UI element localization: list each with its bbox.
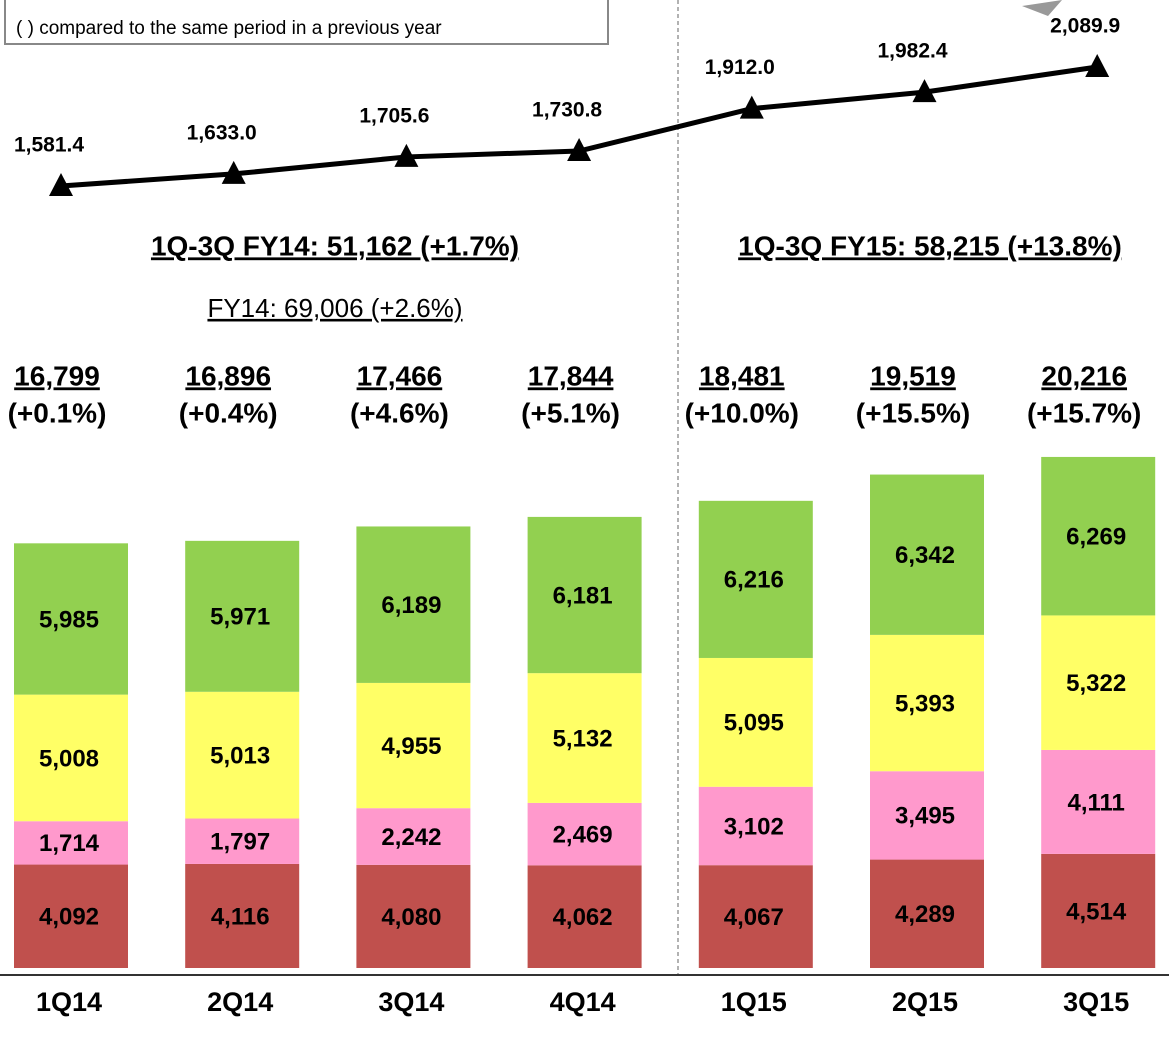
bar-segment [356, 864, 471, 968]
bar-segment [870, 634, 984, 772]
data-label: 2,469 [553, 821, 613, 848]
bar-segment [185, 540, 300, 692]
line-label: 2,089.9 [1050, 15, 1120, 38]
data-label: 4,067 [724, 904, 784, 931]
change-label: (+5.1%) [521, 397, 620, 428]
change-label: (+10.0%) [685, 397, 799, 428]
data-label: 4,116 [211, 903, 270, 930]
x-tick-label: 1Q14 [36, 987, 102, 1017]
bar-segment [698, 865, 813, 968]
bar-segment [356, 526, 471, 683]
total-label: 20,216 [1041, 360, 1127, 391]
data-label: 3,495 [895, 803, 955, 830]
bar-segment [527, 865, 642, 968]
data-label: 4,062 [553, 904, 613, 931]
bar-segment [870, 859, 984, 968]
bar-segment [1041, 615, 1156, 750]
note: ( ) compared to the same period in a pre… [16, 18, 442, 39]
data-label: 5,393 [895, 690, 955, 717]
data-label: 5,132 [553, 725, 613, 752]
change-label: (+15.5%) [856, 397, 970, 428]
bar-segment [527, 516, 642, 674]
data-label: 4,289 [895, 901, 955, 928]
bar-segment [527, 802, 642, 866]
line-marker [394, 143, 419, 167]
data-label: 4,514 [1066, 898, 1127, 925]
period-fy15: 1Q-3Q FY15: 58,215 (+13.8%) [738, 230, 1122, 261]
total-label: 16,896 [185, 360, 271, 391]
data-label: 4,092 [39, 904, 99, 931]
bar-segment [1041, 749, 1156, 854]
bar-segment [698, 657, 813, 787]
bar-segment [14, 821, 128, 865]
data-label: 1,797 [210, 829, 270, 856]
bar-segment [185, 863, 300, 968]
bar-segment [870, 474, 984, 635]
data-label: 5,013 [210, 742, 270, 769]
total-label: 17,466 [357, 360, 443, 391]
bar-segment [1041, 853, 1156, 968]
x-tick-label: 3Q15 [1063, 987, 1129, 1017]
bar-segment [527, 673, 642, 803]
x-tick-label: 2Q14 [207, 987, 273, 1017]
period-fy14: 1Q-3Q FY14: 51,162 (+1.7%) [151, 230, 519, 261]
line-label: 1,730.8 [532, 99, 602, 122]
bar-segment [698, 500, 813, 658]
bar-segment [870, 771, 984, 860]
full-fy14: FY14: 69,006 (+2.6%) [207, 293, 462, 323]
data-label: 5,095 [724, 710, 784, 737]
bar-segment [14, 864, 128, 968]
total-label: 18,481 [699, 360, 785, 391]
data-label: 1,714 [39, 830, 100, 857]
bar-segment [1041, 456, 1156, 616]
data-label: 4,955 [381, 733, 441, 760]
bar-segment [14, 543, 128, 695]
data-label: 2,242 [381, 824, 441, 851]
bar-segment [185, 818, 300, 864]
data-label: 6,342 [895, 542, 955, 569]
x-tick-label: 3Q14 [378, 987, 444, 1017]
callout-arrow [1022, 0, 1062, 16]
data-label: 3,102 [724, 813, 784, 840]
bar-segment [698, 786, 813, 866]
x-tick-label: 1Q15 [721, 987, 787, 1017]
data-label: 4,111 [1067, 789, 1124, 816]
bar-segment [356, 808, 471, 865]
line-marker [739, 95, 764, 119]
bar-segment [356, 682, 471, 809]
change-label: (+15.7%) [1027, 397, 1141, 428]
x-tick-label: 4Q14 [550, 987, 616, 1017]
change-label: (+0.1%) [8, 397, 107, 428]
data-label: 4,080 [381, 904, 441, 931]
line-label: 1,912.0 [705, 56, 775, 79]
note-box [4, 0, 609, 45]
total-label: 16,799 [14, 360, 100, 391]
line-marker [49, 173, 73, 196]
data-label: 5,971 [210, 604, 270, 631]
data-label: 5,322 [1066, 670, 1126, 697]
line-label: 1,982.4 [877, 40, 947, 63]
line-label: 1,633.0 [187, 121, 257, 144]
line-marker [1085, 54, 1110, 77]
line-marker [567, 138, 592, 162]
line-label: 1,581.4 [14, 134, 84, 157]
data-label: 6,189 [381, 592, 441, 619]
bar-segment [14, 694, 128, 822]
line-marker [912, 79, 937, 103]
data-label: 5,008 [39, 745, 99, 772]
data-label: 6,269 [1066, 524, 1126, 551]
line-label: 1,705.6 [359, 104, 429, 127]
line-marker [221, 160, 246, 184]
change-label: (+0.4%) [179, 397, 278, 428]
total-label: 19,519 [870, 360, 956, 391]
total-label: 17,844 [528, 360, 614, 391]
change-label: (+4.6%) [350, 397, 449, 428]
data-label: 6,181 [553, 582, 613, 609]
bar-segment [185, 691, 300, 819]
data-label: 6,216 [724, 567, 784, 594]
x-tick-label: 2Q15 [892, 987, 958, 1017]
data-label: 5,985 [39, 606, 99, 633]
